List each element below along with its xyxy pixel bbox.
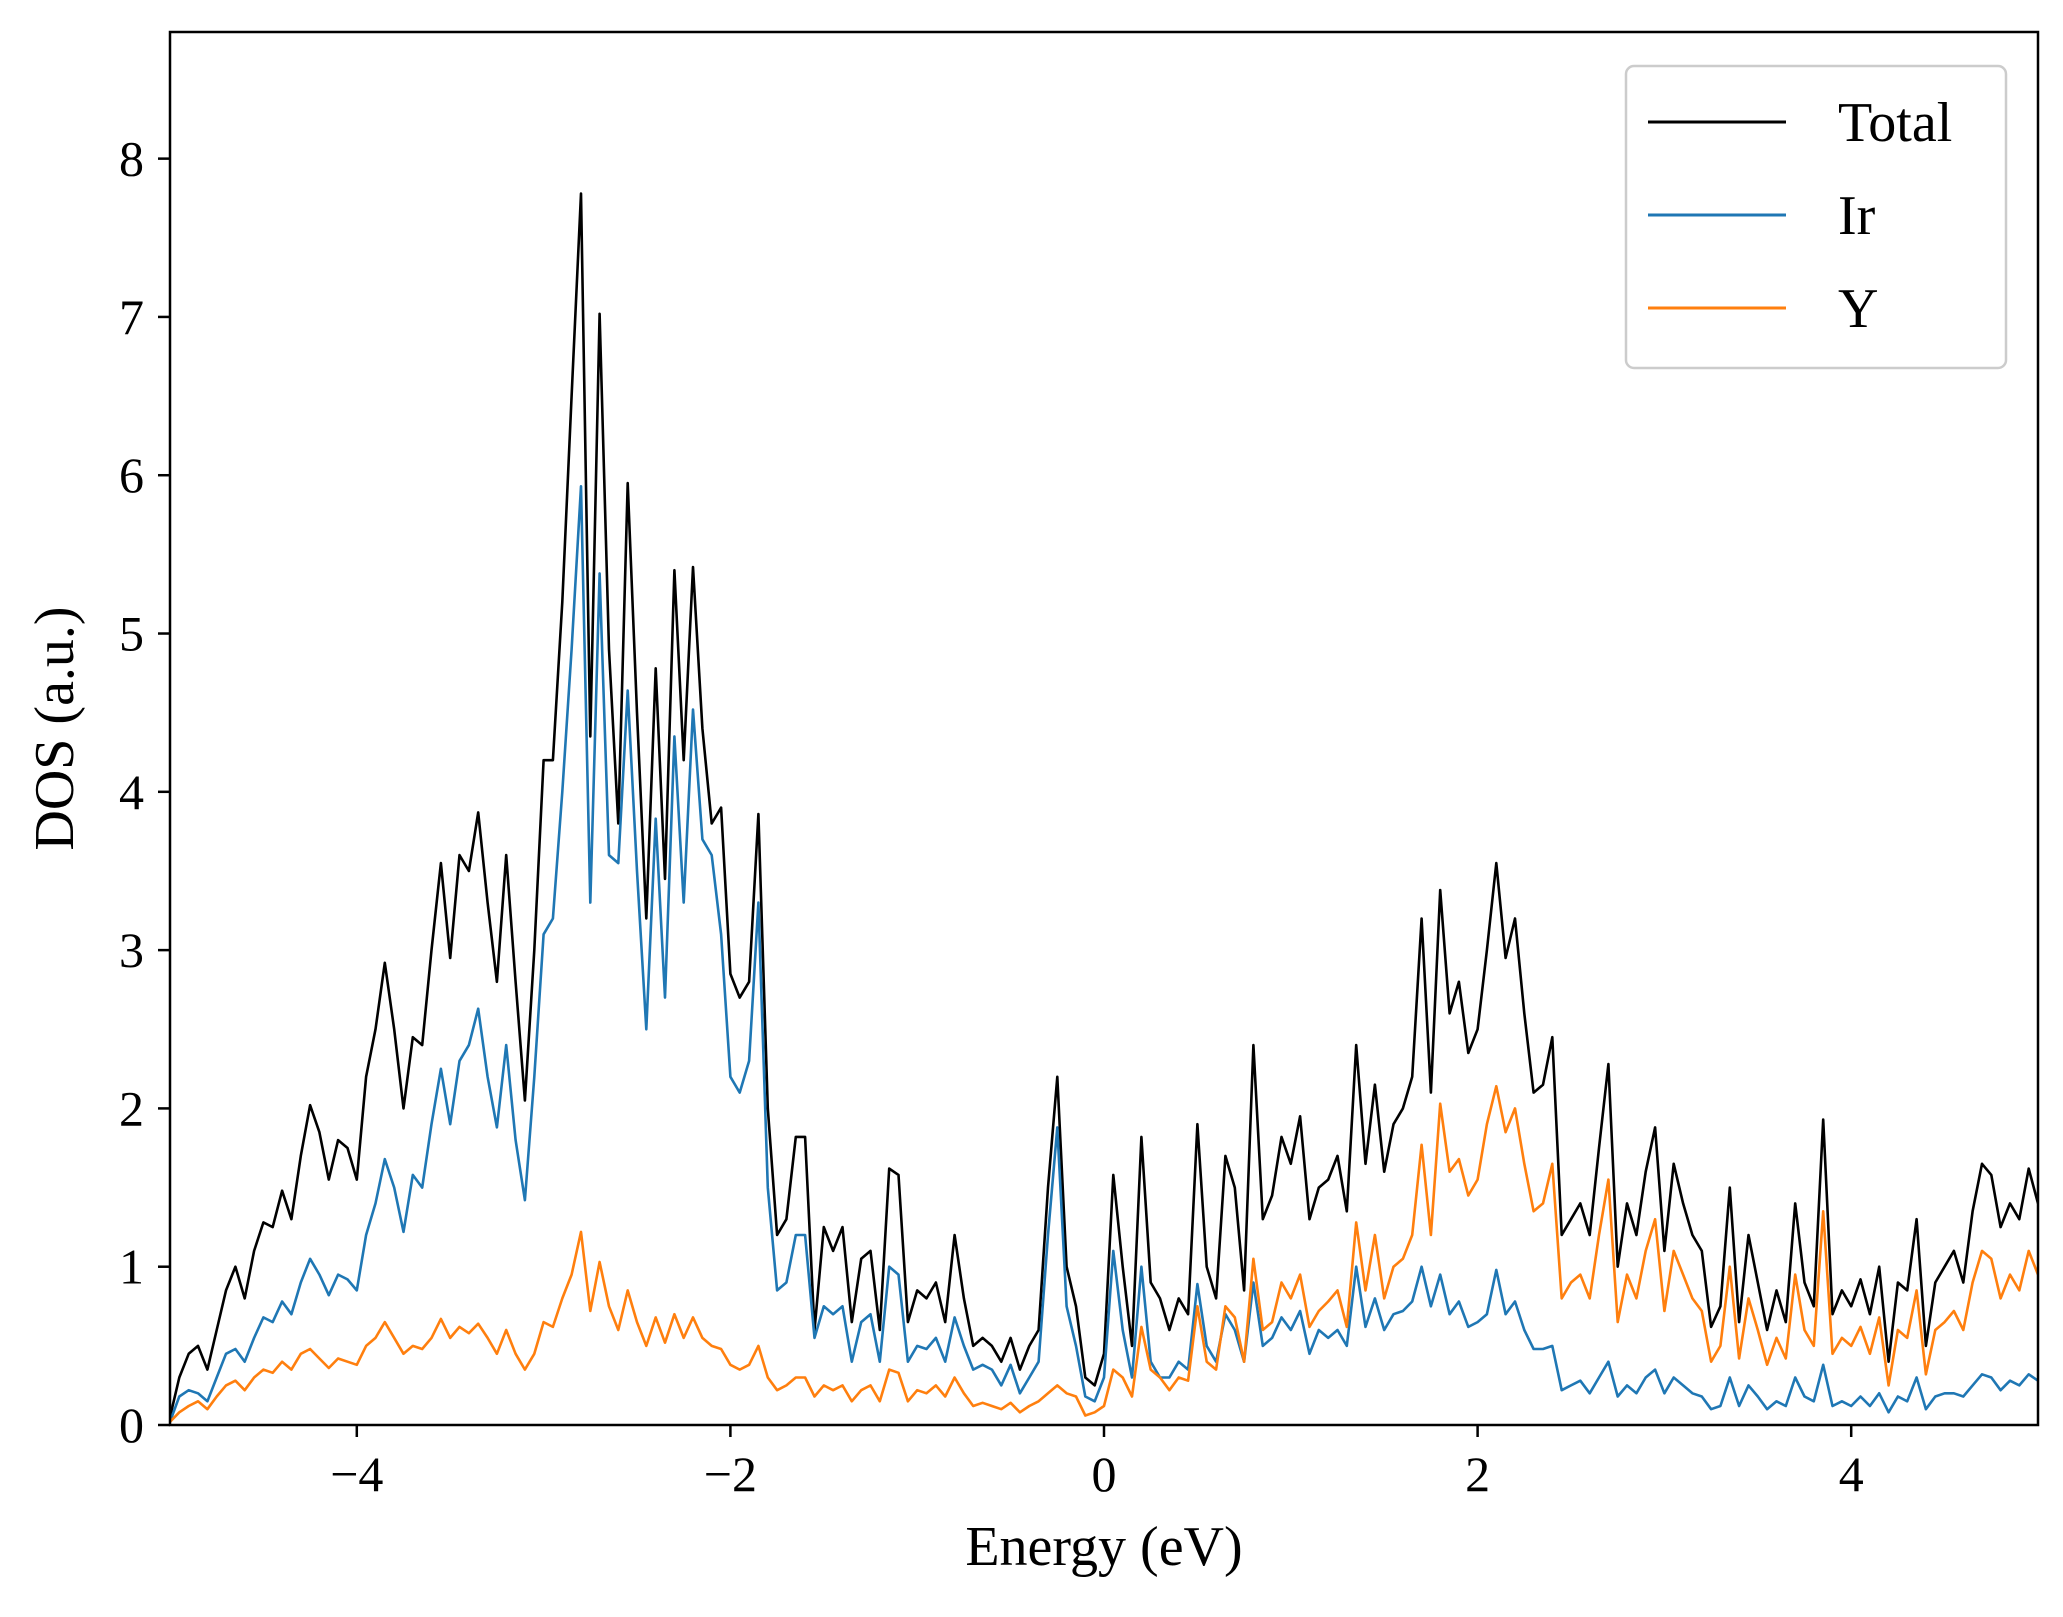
y-tick-label: 6 (119, 447, 144, 503)
x-tick-label: 0 (1092, 1446, 1117, 1502)
x-tick-label: 2 (1465, 1446, 1490, 1502)
series-line-y (170, 1084, 2038, 1423)
legend-label-ir: Ir (1838, 185, 1876, 247)
y-tick-label: 5 (119, 606, 144, 662)
y-axis-label: DOS (a.u.) (24, 606, 86, 850)
x-axis: −4 −2 0 2 4 (330, 1425, 1864, 1502)
y-tick-label: 4 (119, 764, 144, 820)
x-tick-label: 4 (1839, 1446, 1864, 1502)
x-tick-label: −4 (330, 1446, 383, 1502)
legend-label-total: Total (1838, 92, 1952, 154)
series-line-total (170, 192, 2038, 1418)
x-tick-label: −2 (704, 1446, 757, 1502)
x-axis-label: Energy (eV) (965, 1516, 1242, 1578)
series-layer (170, 192, 2038, 1423)
y-tick-label: 7 (119, 289, 144, 345)
y-tick-label: 3 (119, 922, 144, 978)
legend: Total Ir Y (1624, 64, 2008, 370)
legend-box (1624, 64, 2008, 370)
y-axis: 0 1 2 3 4 5 6 7 8 (119, 131, 170, 1453)
y-tick-label: 0 (119, 1397, 144, 1453)
legend-label-y: Y (1838, 278, 1878, 340)
y-tick-label: 2 (119, 1080, 144, 1136)
series-line-ir (170, 485, 2038, 1423)
y-tick-label: 1 (119, 1239, 144, 1295)
y-tick-label: 8 (119, 131, 144, 187)
